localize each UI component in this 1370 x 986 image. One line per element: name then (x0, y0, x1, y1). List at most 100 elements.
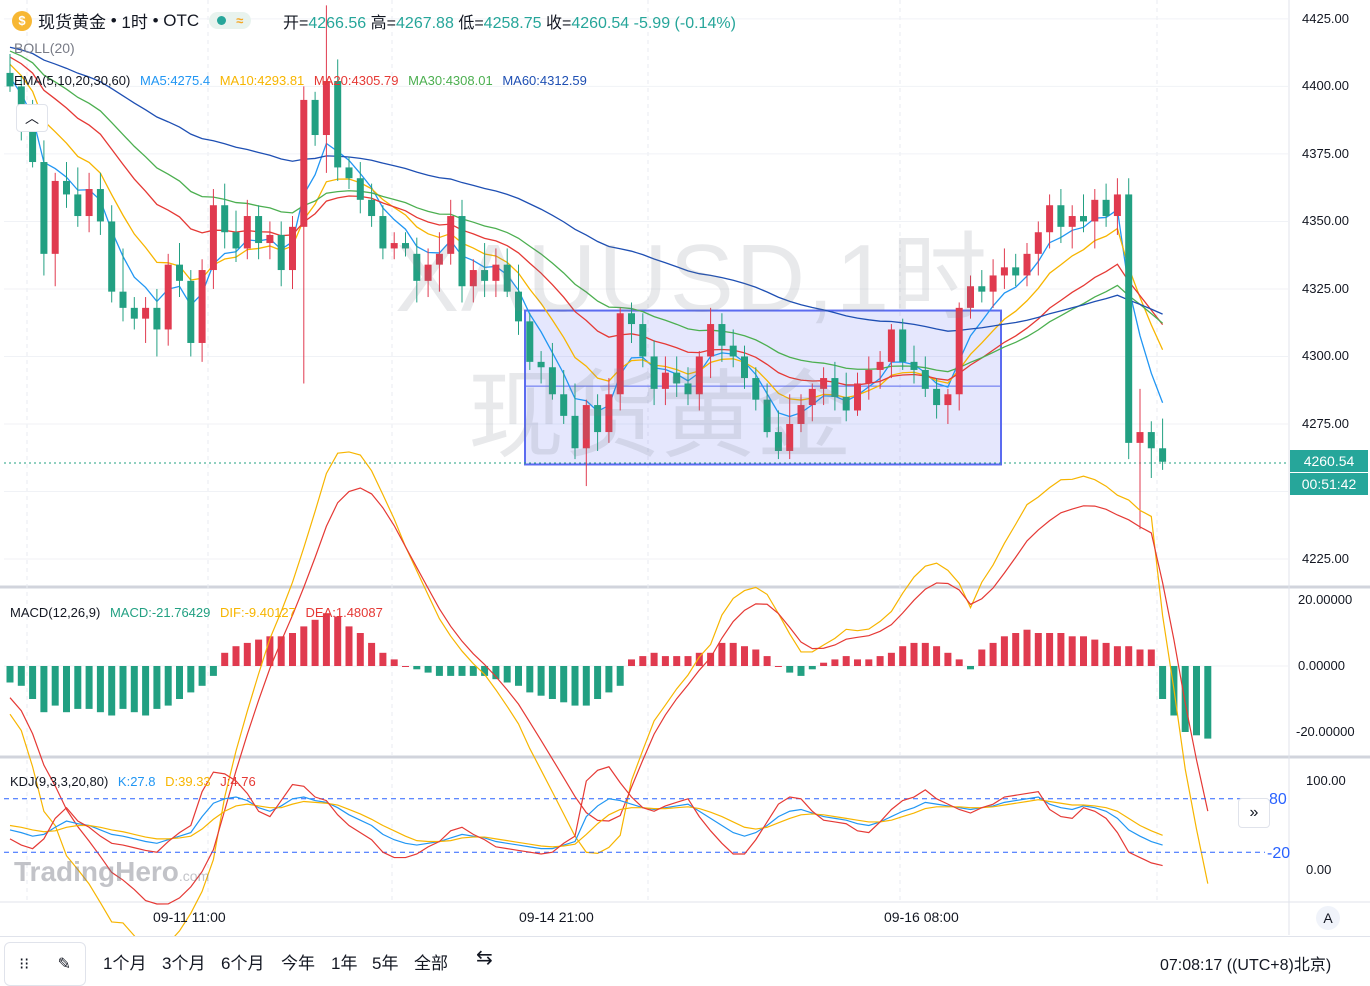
macd-histogram-bar (661, 656, 669, 666)
macd-histogram-bar (311, 619, 319, 666)
candle-body (786, 423, 794, 451)
candle-body (6, 72, 14, 87)
macd-histogram-bar (820, 662, 828, 666)
macd-histogram-bar (808, 666, 816, 670)
macd-histogram-bar (560, 666, 568, 703)
macd-histogram-bar (142, 666, 150, 716)
macd-histogram-bar (424, 666, 432, 673)
drawing-dock[interactable]: ⁝⁝ ✎ (4, 942, 86, 986)
collapse-legend-button[interactable]: ︿ (16, 104, 48, 132)
kdj_k-line (9, 796, 1163, 850)
clock-timezone[interactable]: 07:08:17 ((UTC+8)北京) (1160, 957, 1332, 974)
macd-histogram-bar (85, 666, 93, 709)
kdj-d-value: D:39.33 (165, 774, 211, 789)
candle-body (989, 275, 997, 292)
kdj-legend[interactable]: KDJ(9,3,3,20,80) K:27.8 D:39.33 J:4.76 (10, 774, 262, 789)
ma5-value: MA5:4275.4 (139, 73, 211, 88)
range-3m-button[interactable]: 3个月 (162, 954, 206, 973)
macd-legend[interactable]: MACD(12,26,9) MACD:-21.76429 DIF:-9.4012… (10, 605, 389, 620)
time-label: 09-14 21:00 (519, 909, 594, 925)
brand-watermark: TradingHero.com (14, 856, 210, 887)
low-value: 4258.75 (483, 15, 542, 32)
gold-coin-icon: $ (12, 10, 32, 31)
kdj-j-value: J:4.76 (220, 774, 256, 789)
macd-histogram-bar (944, 652, 952, 666)
candle-body (887, 329, 895, 362)
candle-body (130, 307, 138, 319)
last-price-tag: 4260.54 (1290, 450, 1368, 472)
market-status-pill[interactable]: ≈ (209, 12, 252, 29)
candle-body (1023, 253, 1031, 276)
kdj-title: KDJ(9,3,3,20,80) (10, 774, 109, 789)
dea-value: DEA:1.48087 (305, 605, 383, 620)
range-1y-button[interactable]: 1年 (331, 954, 358, 973)
candle-body (933, 388, 941, 406)
candle-body (865, 369, 873, 384)
candle-body (944, 394, 952, 406)
macd-histogram-bar (978, 649, 986, 666)
symbol-header[interactable]: $ 现货黄金 • 1时 • OTC ≈ (12, 8, 252, 33)
drawing-pen-icon[interactable]: ✎ (57, 956, 71, 973)
wave-icon: ≈ (236, 13, 244, 28)
range-all-button[interactable]: 全部 (414, 954, 448, 973)
price-tick-label: 4275.00 (1302, 415, 1349, 431)
macd-histogram-bar (831, 659, 839, 666)
candle-body (526, 321, 534, 362)
candle-body (198, 270, 206, 343)
candle-body (368, 199, 376, 217)
macd-histogram-bar (854, 659, 861, 666)
macd-histogram-bar (1068, 636, 1076, 666)
candle-body (515, 291, 522, 322)
macd-histogram-bar (334, 616, 342, 666)
macd-histogram-bar (526, 666, 534, 693)
macd-histogram-bar (797, 666, 805, 676)
time-label: 09-11 11:00 (153, 909, 226, 925)
name-watermark: 现货黄金 (468, 363, 852, 470)
macd-histogram-bar (232, 646, 240, 666)
bar-countdown: 00:51:42 (1290, 473, 1368, 495)
range-1m-button[interactable]: 1个月 (103, 954, 147, 973)
candle-body (322, 81, 330, 136)
macd-histogram-bar (865, 659, 873, 666)
candle-body (469, 270, 477, 287)
ema-legend[interactable]: EMA(5,10,20,30,60) MA5:4275.4 MA10:4293.… (14, 73, 593, 88)
candle-body (503, 264, 511, 292)
range-ytd-button[interactable]: 今年 (281, 954, 315, 973)
symbol-name: 现货黄金 (38, 13, 106, 32)
macd-histogram-bar (40, 666, 48, 713)
range-6m-button[interactable]: 6个月 (221, 954, 265, 973)
auto-scale-button[interactable]: A (1316, 906, 1340, 930)
symbol-watermark: XAUUSD,1时 (395, 225, 990, 332)
macd-histogram-bar (266, 636, 274, 666)
macd-histogram-bar (955, 659, 963, 666)
candle-body (1091, 199, 1099, 222)
candle-body (548, 367, 556, 395)
candle-body (1147, 432, 1155, 449)
candle-body (616, 313, 624, 395)
boll-indicator-label[interactable]: BOLL(20) (14, 40, 75, 56)
candle-body (1159, 448, 1167, 462)
candle-body (1102, 199, 1110, 217)
macd-histogram-bar (628, 659, 635, 666)
macd-histogram-bar (74, 666, 82, 709)
candle-body (1034, 232, 1042, 254)
candle-body (876, 361, 884, 370)
macd-histogram-bar (673, 656, 681, 666)
macd-histogram-bar (119, 666, 127, 709)
macd-histogram-bar (1091, 639, 1099, 666)
grip-icon[interactable]: ⁝⁝ (19, 956, 30, 973)
macd-histogram-bar (1023, 629, 1031, 666)
ohlc-readout: 开=4266.56 高=4267.88 低=4258.75 收=4260.54 … (283, 15, 736, 32)
range-5y-button[interactable]: 5年 (372, 954, 399, 973)
candle-body (910, 361, 918, 370)
candle-body (96, 189, 104, 222)
compare-date-range-icon[interactable]: ⇆ (476, 947, 493, 969)
macd-histogram-bar (1102, 642, 1110, 666)
macd-histogram-bar (51, 666, 59, 706)
price-tick-label: 4400.00 (1302, 78, 1349, 94)
scroll-to-latest-button[interactable]: » (1238, 798, 1270, 828)
kdj-level-80: 80 (1269, 791, 1287, 808)
dea-line (9, 487, 1209, 905)
time-label: 09-16 08:00 (884, 909, 959, 925)
